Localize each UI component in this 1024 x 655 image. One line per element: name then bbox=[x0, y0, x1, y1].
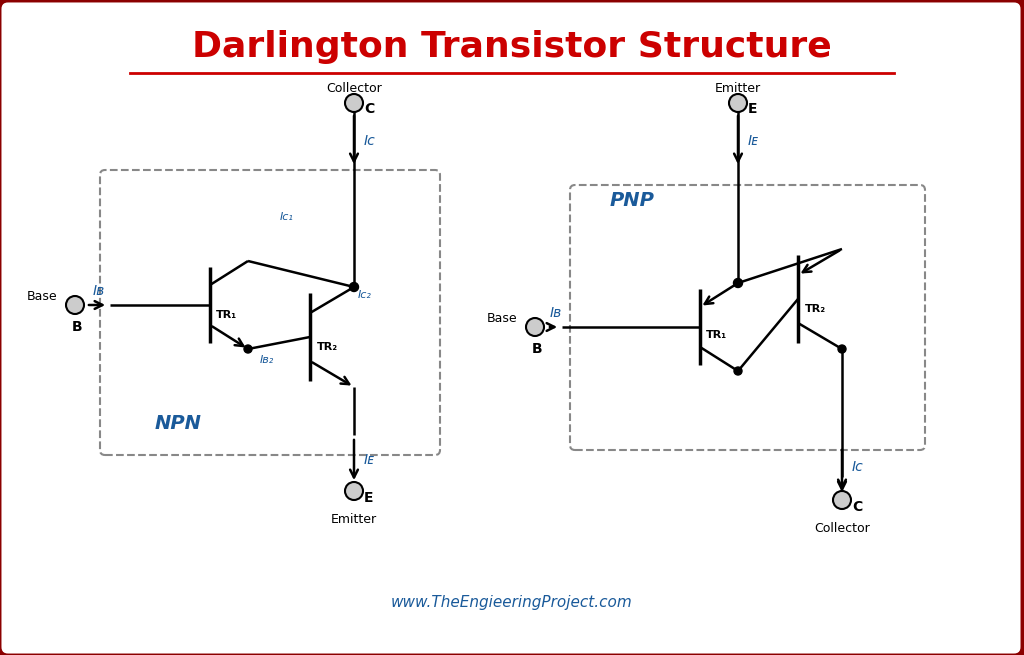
Text: Iʙ₂: Iʙ₂ bbox=[260, 355, 274, 365]
Circle shape bbox=[345, 94, 362, 112]
Text: Iᴄ₂: Iᴄ₂ bbox=[358, 290, 372, 300]
Circle shape bbox=[526, 318, 544, 336]
Text: Iʙ: Iʙ bbox=[550, 306, 562, 320]
Text: B: B bbox=[531, 342, 543, 356]
Text: TR₂: TR₂ bbox=[317, 342, 338, 352]
Text: TR₁: TR₁ bbox=[216, 310, 238, 320]
Text: B: B bbox=[72, 320, 82, 334]
Text: E: E bbox=[748, 102, 758, 116]
Circle shape bbox=[833, 491, 851, 509]
Circle shape bbox=[66, 296, 84, 314]
Text: TR₁: TR₁ bbox=[706, 330, 727, 340]
Circle shape bbox=[734, 367, 742, 375]
Circle shape bbox=[729, 94, 746, 112]
Text: Base: Base bbox=[486, 312, 517, 326]
Text: Iᴇ: Iᴇ bbox=[748, 134, 759, 148]
Circle shape bbox=[244, 345, 252, 353]
Circle shape bbox=[349, 282, 358, 291]
Text: www.TheEngieeringProject.com: www.TheEngieeringProject.com bbox=[391, 595, 633, 610]
Text: Collector: Collector bbox=[326, 81, 382, 94]
Text: Iᴄ: Iᴄ bbox=[852, 460, 864, 474]
Text: Iʙ: Iʙ bbox=[93, 284, 105, 298]
Text: E: E bbox=[364, 491, 374, 505]
Circle shape bbox=[733, 278, 742, 288]
Text: Collector: Collector bbox=[814, 522, 869, 535]
Text: Iᴄ: Iᴄ bbox=[364, 134, 376, 148]
Text: PNP: PNP bbox=[610, 191, 655, 210]
Text: Iᴇ: Iᴇ bbox=[364, 453, 375, 467]
Text: NPN: NPN bbox=[155, 414, 202, 433]
Text: TR₂: TR₂ bbox=[805, 304, 826, 314]
Circle shape bbox=[345, 482, 362, 500]
Text: Emitter: Emitter bbox=[715, 81, 761, 94]
Text: Iᴄ₁: Iᴄ₁ bbox=[280, 212, 294, 222]
Text: C: C bbox=[364, 102, 374, 116]
Text: Darlington Transistor Structure: Darlington Transistor Structure bbox=[193, 30, 831, 64]
Text: Emitter: Emitter bbox=[331, 513, 377, 526]
Text: Base: Base bbox=[27, 291, 57, 303]
Text: C: C bbox=[852, 500, 862, 514]
Circle shape bbox=[838, 345, 846, 353]
